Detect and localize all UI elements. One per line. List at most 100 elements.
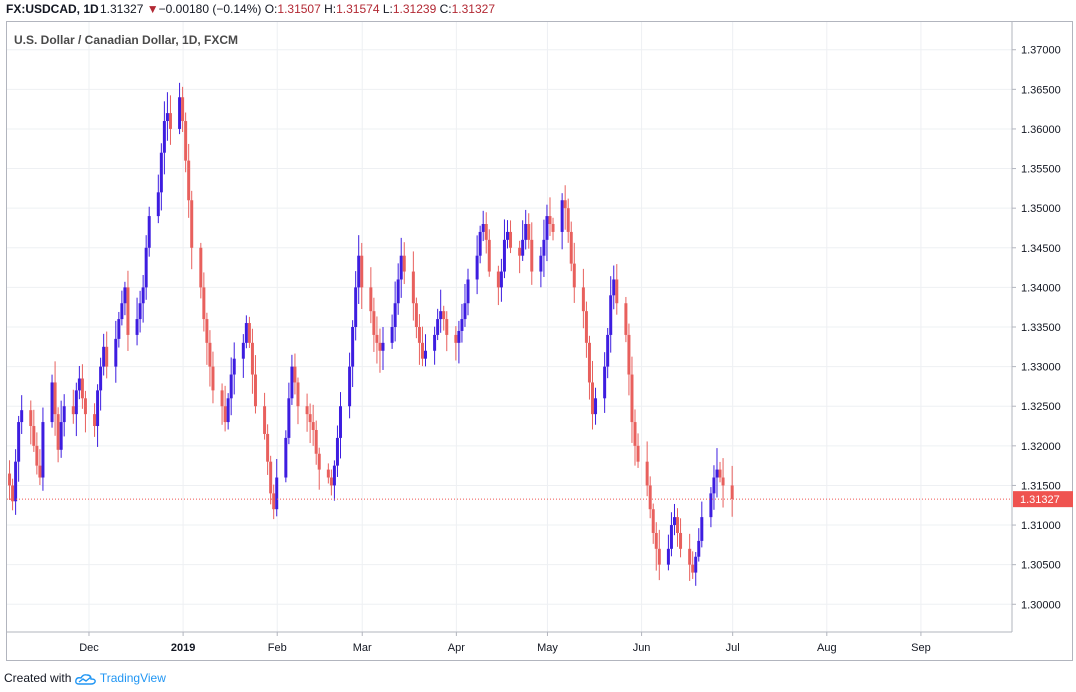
y-tick-label: 1.36500: [1021, 84, 1061, 96]
candle-body: [527, 224, 531, 240]
candle-body: [496, 271, 500, 288]
chart-frame: [6, 21, 1073, 661]
symbol-label: FX:USDCAD, 1D: [6, 2, 99, 16]
down-arrow-icon: ▼: [146, 2, 159, 16]
candle-body: [71, 406, 75, 415]
candle-body: [648, 485, 652, 510]
candle-body: [296, 382, 300, 407]
y-tick-label: 1.30500: [1021, 560, 1061, 572]
candle-body: [165, 113, 169, 122]
x-tick-label: Jun: [633, 642, 651, 654]
candle-body: [80, 378, 84, 399]
candle-body: [32, 426, 36, 446]
candle-body: [381, 342, 385, 351]
x-tick-label: Dec: [79, 642, 99, 654]
candle-body: [223, 406, 227, 423]
y-tick-label: 1.37000: [1021, 45, 1061, 57]
x-tick-label: Jul: [726, 642, 740, 654]
candle-body: [499, 271, 503, 288]
candle-body: [120, 303, 124, 320]
candle-body: [159, 152, 163, 193]
candle-body: [676, 517, 680, 533]
candle-body: [612, 279, 616, 296]
candle-body: [244, 323, 248, 343]
candle-body: [117, 319, 121, 339]
candle-body: [241, 342, 245, 359]
candle-body: [587, 342, 591, 383]
last-price-label: 1.31327: [1020, 494, 1060, 506]
candle-body: [74, 390, 78, 415]
candle-body: [542, 239, 546, 256]
candle-body: [484, 224, 488, 240]
candle-body: [572, 263, 576, 288]
candle-body: [609, 295, 613, 335]
y-tick-label: 1.34500: [1021, 243, 1061, 255]
open-value: 1.31507: [277, 2, 321, 16]
candle-body: [730, 485, 734, 499]
open-label: O:: [264, 2, 278, 16]
candle-body: [38, 465, 42, 478]
candle-body: [679, 532, 683, 549]
candle-body: [99, 366, 103, 391]
candle-body: [715, 469, 719, 478]
candle-body: [308, 414, 312, 423]
symbol-info-bar: FX:USDCAD, 1D 1.31327 ▼−0.00180 (−0.14%)…: [0, 0, 1076, 20]
candle-body: [460, 319, 464, 331]
candle-body: [657, 548, 661, 565]
candle-body: [205, 319, 209, 343]
candle-body: [305, 406, 309, 415]
candle-body: [360, 255, 364, 288]
candle-body: [606, 334, 610, 367]
x-tick-label: Sep: [911, 642, 931, 654]
candle-body: [697, 540, 701, 557]
candle-body: [548, 216, 552, 225]
candle-body: [645, 461, 649, 486]
candle-body: [348, 366, 352, 407]
low-label: L:: [382, 2, 393, 16]
candle-body: [475, 255, 479, 280]
candle-body: [633, 422, 637, 446]
candle-body: [590, 382, 594, 415]
candle-body: [187, 160, 191, 201]
candle-body: [466, 279, 470, 304]
candle-body: [77, 378, 81, 391]
candle-body: [688, 548, 692, 565]
footer-credit[interactable]: Created with TradingView: [4, 671, 166, 685]
candle-body: [126, 287, 130, 335]
candle-body: [402, 255, 406, 272]
y-tick-label: 1.35000: [1021, 203, 1061, 215]
candle-body: [603, 366, 607, 399]
candle-body: [317, 453, 321, 470]
candle-body: [691, 564, 695, 573]
candles: [8, 82, 734, 586]
candle-body: [672, 517, 676, 526]
candle-body: [566, 208, 570, 232]
candle-body: [718, 469, 722, 478]
candle-body: [53, 382, 57, 415]
candle-body: [329, 477, 333, 486]
last-price: 1.31327: [100, 2, 144, 16]
candle-body: [551, 224, 555, 232]
candle-body: [636, 445, 640, 462]
candle-body: [414, 303, 418, 327]
candle-body: [478, 231, 482, 256]
candle-body: [357, 255, 361, 288]
created-with-text: Created with: [4, 671, 72, 685]
tradingview-brand: TradingView: [99, 671, 166, 685]
candle-body: [314, 429, 318, 454]
candle-body: [351, 327, 355, 367]
x-tick-label: 2019: [171, 642, 195, 654]
candle-body: [202, 287, 206, 320]
candle-body: [284, 437, 288, 478]
candle-body: [14, 461, 18, 502]
y-tick-label: 1.31500: [1021, 480, 1061, 492]
candle-body: [694, 556, 698, 573]
candle-body: [396, 279, 400, 304]
candle-body: [624, 303, 628, 335]
candle-body: [439, 311, 443, 320]
candle-body: [41, 422, 45, 478]
candle-body: [509, 231, 513, 248]
candle-body: [521, 239, 525, 256]
candle-body: [442, 311, 446, 320]
